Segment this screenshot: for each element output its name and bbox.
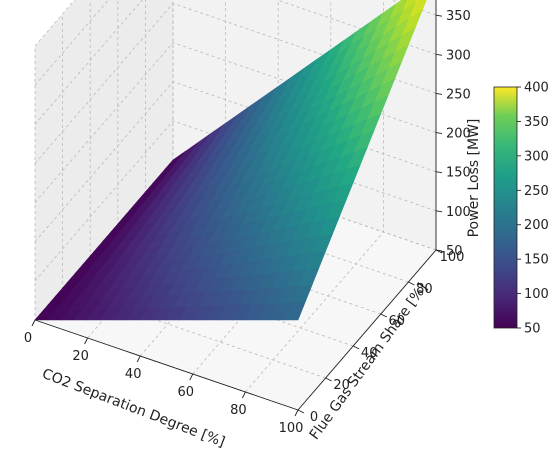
y-tick-mark: [325, 377, 332, 382]
y-tick-label: 20: [333, 378, 350, 393]
z-tick-mark: [435, 171, 443, 174]
x-tick-label: 100: [279, 421, 304, 436]
z-tick-label: 100: [446, 205, 471, 220]
colorbar-tick-label: 50: [524, 322, 541, 337]
colorbar-tick-label: 250: [524, 184, 549, 199]
y-tick-label: 0: [310, 410, 318, 425]
z-tick-mark: [435, 14, 443, 17]
y-tick-label: 80: [416, 282, 433, 297]
z-tick-label: 300: [446, 48, 471, 63]
y-tick-label: 100: [440, 250, 465, 265]
colorbar: 50 100 150 200 250 300 350 400: [493, 81, 549, 337]
y-tick-label: 60: [389, 314, 406, 329]
pane-left: [35, 0, 173, 320]
z-tick-mark: [435, 92, 443, 95]
x-tick-mark: [294, 409, 299, 417]
z-tick-mark: [435, 210, 443, 213]
colorbar-tick-label: 350: [524, 115, 549, 130]
colorbar-tick-label: 400: [524, 81, 549, 96]
axes: 0204060801000204060801005010015020025030…: [24, 0, 471, 436]
x-tick-mark: [136, 355, 141, 363]
surface-cell: [284, 302, 306, 321]
z-tick-mark: [435, 132, 443, 135]
x-tick-label: 60: [178, 385, 195, 400]
gridline-z: [34, 0, 437, 125]
x-tick-label: 40: [125, 367, 142, 382]
x-axis-line: [34, 319, 299, 411]
y-tick-mark: [297, 409, 305, 414]
z-tick-label: 150: [446, 166, 471, 181]
z-tick-mark: [435, 249, 443, 252]
z-tick-label: 350: [446, 9, 471, 24]
y-tick-mark: [408, 281, 415, 286]
y-tick-label: 40: [361, 346, 378, 361]
x-tick-mark: [189, 373, 194, 381]
x-tick-label: 80: [230, 403, 247, 418]
z-tick-label: 200: [446, 127, 471, 142]
x-tick-mark: [241, 391, 246, 399]
colorbar-tick-label: 150: [524, 253, 549, 268]
x-tick-label: 20: [72, 349, 89, 364]
z-tick-label: 50: [446, 244, 463, 259]
y-axis-line: [297, 249, 437, 411]
z-tick-label: 250: [446, 87, 471, 102]
x-tick-label: 0: [24, 331, 32, 346]
z-axis-label: Power Loss [MW]: [466, 119, 482, 238]
colorbar-tick-label: 300: [524, 149, 549, 164]
x-tick-mark: [84, 337, 89, 345]
x-tick-mark: [31, 319, 36, 327]
surface: [34, 0, 427, 321]
colorbar-tick-label: 100: [524, 287, 549, 302]
y-tick-mark: [380, 313, 388, 318]
z-tick-mark: [435, 53, 443, 56]
colorbar-gradient: [493, 86, 518, 329]
y-tick-mark: [352, 345, 360, 350]
colorbar-tick-label: 200: [524, 218, 549, 233]
